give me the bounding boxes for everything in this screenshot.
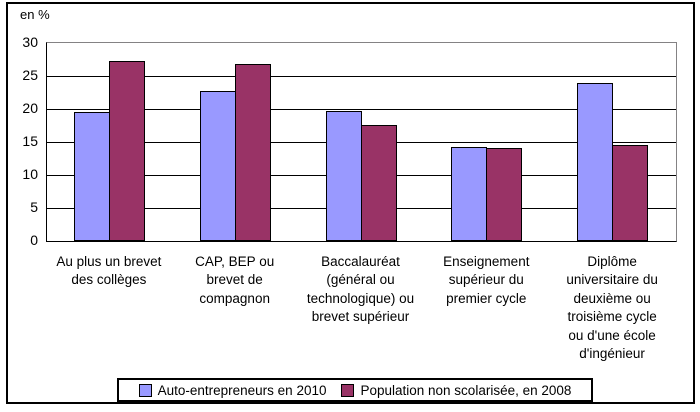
x-category-label-4: Enseignement supérieur du premier cycle <box>443 254 530 306</box>
chart-frame: en % 0 5 10 15 20 25 30 Au plus un brevet des … <box>6 2 695 404</box>
y-tick-label-0: 0 <box>30 232 38 248</box>
plot-area <box>46 42 677 242</box>
legend-label: Auto-entrepreneurs en 2010 <box>157 382 327 398</box>
y-tick-label-20: 20 <box>22 100 38 116</box>
legend-item-1: Auto-entrepreneurs en 2010 <box>138 382 327 398</box>
bar-series1-cat2 <box>199 90 236 241</box>
bar-series2-cat2 <box>234 64 271 241</box>
x-axis-category-labels: Au plus un brevet des collèges CAP, BEP o… <box>46 253 675 377</box>
y-tick-label-30: 30 <box>22 34 38 50</box>
gridline-20 <box>47 109 676 110</box>
bar-series1-cat5 <box>577 82 614 241</box>
bar-series1-cat3 <box>325 110 362 241</box>
legend-item-2: Population non scolarisée, en 2008 <box>341 383 571 398</box>
x-category-label-5: Diplôme universitaire du deuxième ou tro… <box>566 254 658 362</box>
bar-series1-cat1 <box>73 112 110 241</box>
bar-series2-cat5 <box>612 144 649 241</box>
y-tick-label-10: 10 <box>22 166 38 182</box>
gridline-25 <box>47 76 676 77</box>
y-axis-unit-label: en % <box>20 7 50 22</box>
legend-swatch-icon <box>138 383 152 397</box>
y-tick-label-25: 25 <box>22 67 38 83</box>
x-category-label-3: Baccalauréat (général ou technologique) … <box>306 254 415 325</box>
legend: Auto-entrepreneurs en 2010 Population non… <box>117 378 593 402</box>
y-axis-tick-labels: 0 5 10 15 20 25 30 <box>8 4 40 264</box>
bar-series1-cat4 <box>451 147 488 241</box>
bar-series2-cat4 <box>486 147 523 241</box>
bar-series2-cat3 <box>360 124 397 241</box>
x-category-label-1: Au plus un brevet des collèges <box>56 254 162 288</box>
legend-label: Population non scolarisée, en 2008 <box>360 382 572 398</box>
bar-series2-cat1 <box>108 61 145 241</box>
legend-swatch-icon <box>341 383 355 397</box>
y-tick-label-15: 15 <box>22 133 38 149</box>
x-category-label-2: CAP, BEP ou brevet de compagnon <box>195 254 275 306</box>
y-tick-label-5: 5 <box>30 199 38 215</box>
